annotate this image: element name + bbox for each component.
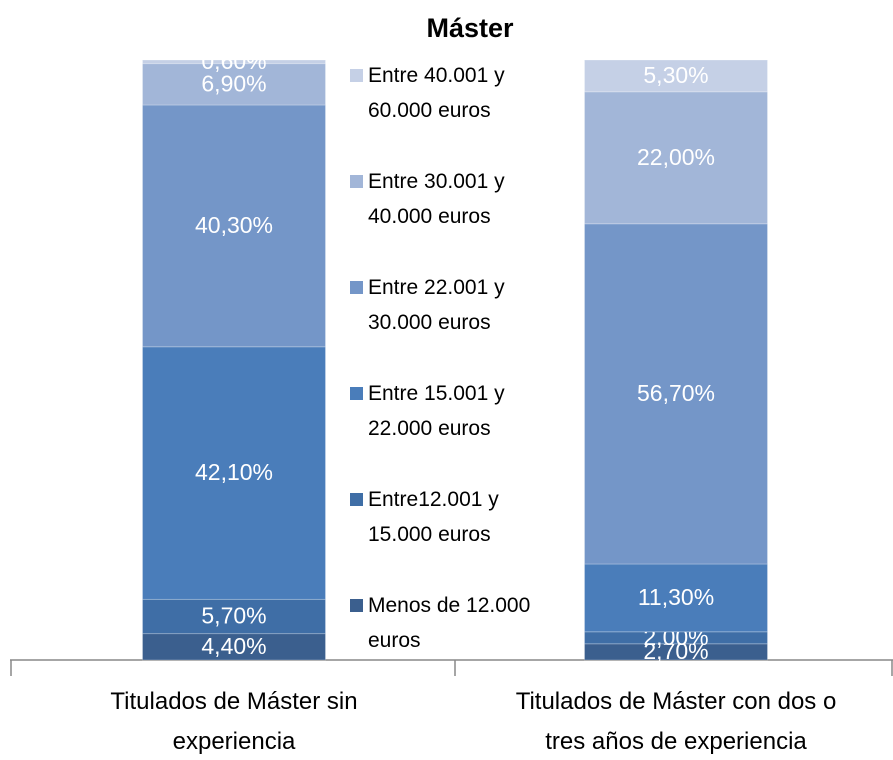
bar-segment [584,91,768,225]
data-label: 5,30% [643,62,708,88]
bar-segment [142,346,326,600]
legend-label: Entre 30.001 y 40.000 euros [368,170,505,228]
data-label: 0,60% [201,48,266,74]
legend-label-box: Entre 30.001 y 40.000 euros [368,170,505,228]
bar-segment [142,598,326,635]
data-label: 40,30% [195,212,273,238]
bar-segment [142,633,326,661]
legend-label: Entre 40.001 y 60.000 euros [368,64,505,122]
bar-segment [142,104,326,348]
legend-label-box: Entre 15.001 y 22.000 euros [368,382,505,440]
bar-segment [142,63,326,106]
x-tick-label-box: Titulados de Máster sin experiencia [110,688,358,755]
legend-label-box: Entre 40.001 y 60.000 euros [368,64,505,122]
legend-swatch [350,69,363,82]
chart-title: Máster [426,13,514,43]
legend-swatch [350,281,363,294]
legend-swatch [350,493,363,506]
x-tick-label: Titulados de Máster con dos o tres años … [515,688,837,755]
data-label: 56,70% [637,380,715,406]
legend-label: Entre 15.001 y 22.000 euros [368,382,505,440]
bar-segment [142,59,326,65]
data-label: 5,70% [201,603,266,629]
data-label: 11,30% [638,584,714,610]
legend-swatch [350,387,363,400]
bar-segment [584,59,768,93]
legend-label-box: Menos de 12.000 euros [368,594,531,652]
data-label: 42,10% [195,459,273,485]
legend-label-box: Entre12.001 y 15.000 euros [368,488,499,546]
data-label: 6,90% [201,70,266,96]
bar-segment [584,563,768,633]
x-tick-label-box: Titulados de Máster con dos o tres años … [515,688,837,755]
x-tick-label: Titulados de Máster sin experiencia [110,688,358,755]
legend-swatch [350,175,363,188]
data-label: 22,00% [637,144,715,170]
data-label: 4,40% [201,633,266,659]
legend-label: Entre 22.001 y 30.000 euros [368,276,505,334]
legend-label-box: Entre 22.001 y 30.000 euros [368,276,505,334]
legend-label: Entre12.001 y 15.000 euros [368,488,499,546]
legend-swatch [350,599,363,612]
legend-label: Menos de 12.000 euros [368,594,531,652]
